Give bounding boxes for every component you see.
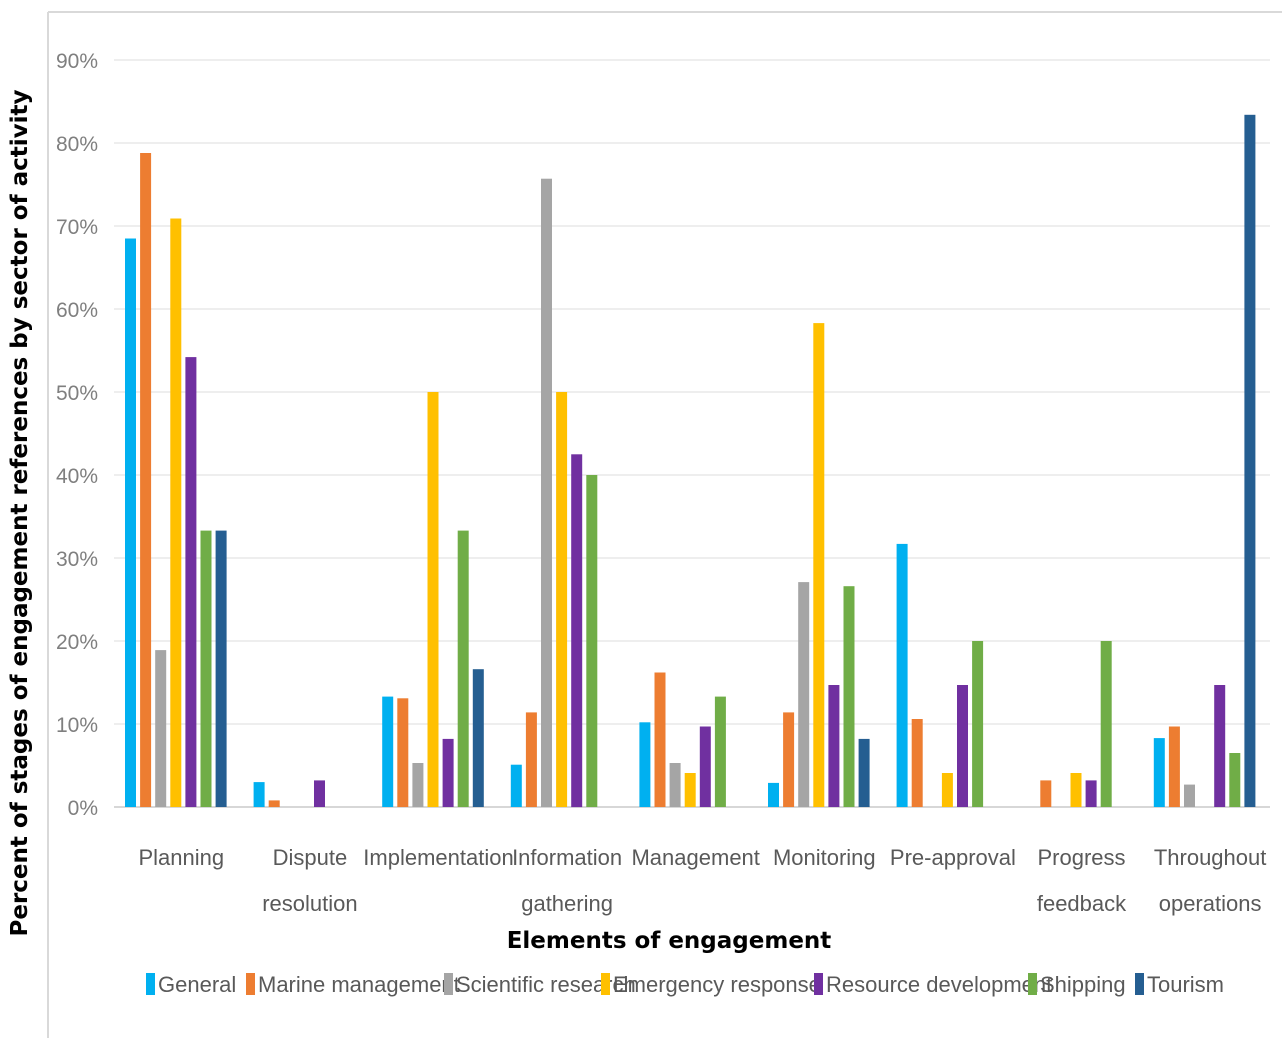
bar (828, 685, 840, 807)
y-tick-label: 40% (56, 465, 98, 488)
bar (525, 712, 537, 807)
legend-label: Emergency response (613, 972, 821, 997)
x-category-label: Monitoring (773, 845, 876, 870)
legend-swatch (1135, 973, 1144, 995)
y-tick-label: 90% (56, 50, 98, 73)
bar (215, 530, 227, 807)
legend-label: General (158, 972, 236, 997)
gridlines (114, 59, 1270, 808)
bar (972, 641, 984, 807)
y-tick-label: 20% (56, 631, 98, 654)
y-axis-title: Percent of stages of engagement referenc… (7, 89, 33, 936)
bar (200, 530, 212, 807)
bar (911, 719, 923, 807)
bar (783, 712, 795, 807)
legend-label: Tourism (1147, 972, 1224, 997)
legend-swatch (444, 973, 453, 995)
bar (1244, 114, 1256, 808)
y-axis-tick-labels: 0% 10% 20% 30% 40% 50% 60% 70% 80% 90% (56, 50, 98, 820)
bar (571, 454, 583, 808)
legend-label: Shipping (1040, 972, 1126, 997)
bar (125, 238, 136, 807)
bar (1168, 726, 1180, 807)
bar (382, 696, 394, 807)
bar (768, 782, 779, 807)
legend-label: Marine management (258, 972, 460, 997)
x-category-label: Information (512, 845, 622, 870)
bar (1229, 753, 1241, 807)
bar (813, 323, 825, 807)
bar (1100, 641, 1112, 807)
x-axis-title: Elements of engagement (507, 928, 832, 954)
bar (472, 669, 484, 807)
bar (427, 392, 439, 807)
bar (1214, 685, 1226, 807)
bar (586, 475, 598, 807)
x-category-label: Implementation (363, 845, 513, 870)
bar (314, 780, 325, 807)
bar (253, 782, 265, 807)
x-category-label: Progress (1037, 845, 1125, 870)
bar (654, 672, 666, 807)
bar (896, 543, 908, 807)
bar (941, 773, 953, 807)
bar (1070, 773, 1082, 807)
bar (1085, 780, 1097, 807)
x-category-label: feedback (1037, 891, 1127, 916)
x-category-label: operations (1159, 891, 1262, 916)
x-category-label: Planning (138, 845, 224, 870)
bar (170, 218, 182, 807)
legend-label: Resource development (826, 972, 1052, 997)
bar (541, 178, 552, 807)
bar (185, 357, 197, 807)
bar (684, 773, 696, 807)
legend-swatch (601, 973, 610, 995)
bar (639, 722, 651, 807)
legend-swatch (814, 973, 823, 995)
bar (858, 738, 870, 807)
y-tick-label: 70% (56, 216, 98, 239)
bar (457, 530, 469, 807)
legend-swatch (1028, 973, 1037, 995)
y-tick-label: 30% (56, 548, 98, 571)
bar (714, 696, 726, 807)
bar (412, 763, 424, 807)
x-category-label: Dispute (273, 845, 348, 870)
legend-swatch (146, 973, 155, 995)
y-tick-label: 80% (56, 133, 98, 156)
bars (125, 114, 1256, 808)
bar (268, 800, 280, 807)
bar (397, 698, 409, 807)
x-category-label: Throughout (1154, 845, 1267, 870)
bar (556, 392, 568, 807)
y-tick-label: 10% (56, 714, 98, 737)
bar (510, 764, 522, 807)
y-tick-label: 50% (56, 382, 98, 405)
y-tick-label: 0% (68, 797, 98, 820)
bar (442, 738, 454, 807)
bar (1153, 738, 1165, 807)
bar (1184, 784, 1195, 807)
x-category-label: Management (631, 845, 759, 870)
legend-swatch (246, 973, 255, 995)
x-category-label: resolution (262, 891, 357, 916)
x-category-label: Pre-approval (890, 845, 1016, 870)
y-tick-label: 60% (56, 299, 98, 322)
bar (798, 582, 810, 807)
x-axis-category-labels: Planning Dispute resolutionImplementationI… (138, 845, 1266, 916)
bar (699, 726, 711, 807)
bar (155, 650, 167, 807)
bar (140, 153, 152, 807)
bar (1040, 780, 1052, 807)
x-category-label: gathering (521, 891, 613, 916)
bar (957, 685, 968, 807)
bar (669, 763, 681, 807)
bar (843, 586, 855, 807)
